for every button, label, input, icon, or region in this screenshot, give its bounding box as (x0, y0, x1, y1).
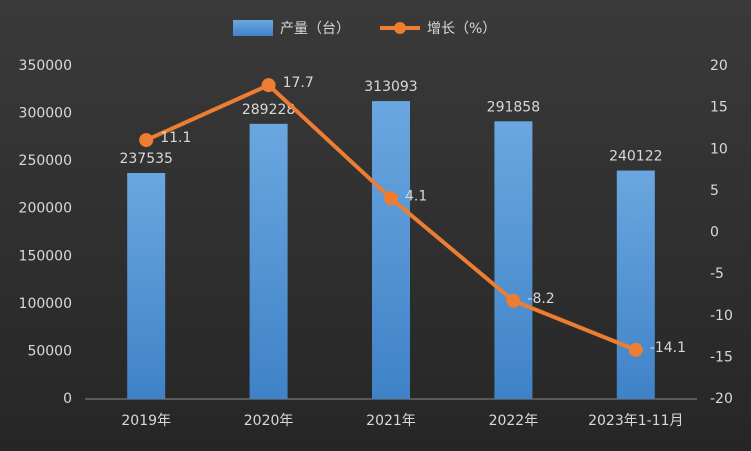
y2-tick-label: 0 (710, 225, 719, 241)
data-label: 4.1 (405, 188, 427, 204)
legend-marker (394, 22, 406, 34)
data-label: 291858 (487, 99, 540, 115)
x-tick-label: 2023年1-11月 (588, 413, 683, 429)
legend-swatch (233, 20, 273, 36)
legend-label: 增长（%） (427, 21, 496, 37)
bar (616, 170, 655, 399)
y-tick-label: 200000 (19, 201, 72, 217)
y2-tick-label: -15 (710, 349, 733, 365)
point (139, 133, 154, 148)
y2-tick-label: 10 (710, 141, 728, 157)
data-label: 313093 (364, 79, 417, 95)
y-tick-label: 50000 (27, 343, 72, 359)
y2-tick-label: -10 (710, 308, 733, 324)
x-tick-label: 2020年 (244, 413, 294, 429)
y2-tick-label: -20 (710, 391, 733, 407)
x-tick-label: 2022年 (489, 413, 539, 429)
y-tick-label: 100000 (19, 296, 72, 312)
data-label: -14.1 (650, 340, 686, 356)
legend-label: 产量（台） (280, 21, 350, 37)
data-label: -8.2 (527, 291, 554, 307)
y-tick-label: 0 (63, 391, 72, 407)
point (261, 78, 276, 93)
y2-tick-label: 20 (710, 58, 728, 74)
point (384, 191, 398, 206)
point (628, 342, 643, 357)
y2-tick-label: 15 (710, 100, 728, 116)
bar (127, 173, 166, 399)
data-label: 11.1 (160, 130, 191, 146)
data-label: 17.7 (283, 75, 314, 91)
data-label: 289228 (242, 102, 295, 118)
data-label: 240122 (609, 149, 662, 165)
y2-tick-label: 5 (710, 183, 719, 199)
bar (249, 123, 288, 399)
y2-tick-label: -5 (710, 266, 724, 282)
y-tick-label: 150000 (19, 248, 72, 264)
bar (372, 101, 410, 399)
y-tick-label: 250000 (19, 153, 72, 169)
y-tick-label: 300000 (19, 106, 72, 122)
point (506, 293, 521, 308)
y-tick-label: 350000 (19, 58, 72, 74)
data-label: 237535 (119, 151, 172, 167)
x-tick-label: 2019年 (121, 413, 171, 429)
bar (494, 121, 533, 399)
x-tick-label: 2021年 (366, 413, 416, 429)
